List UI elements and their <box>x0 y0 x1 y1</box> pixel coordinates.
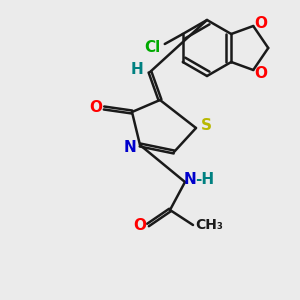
Text: CH₃: CH₃ <box>195 218 223 232</box>
Text: O: O <box>89 100 103 116</box>
Text: N: N <box>124 140 136 154</box>
Text: -H: -H <box>195 172 214 188</box>
Text: O: O <box>255 16 268 31</box>
Text: O: O <box>134 218 146 232</box>
Text: O: O <box>255 65 268 80</box>
Text: S: S <box>200 118 211 134</box>
Text: N: N <box>184 172 196 188</box>
Text: H: H <box>130 62 143 77</box>
Text: Cl: Cl <box>145 40 161 55</box>
